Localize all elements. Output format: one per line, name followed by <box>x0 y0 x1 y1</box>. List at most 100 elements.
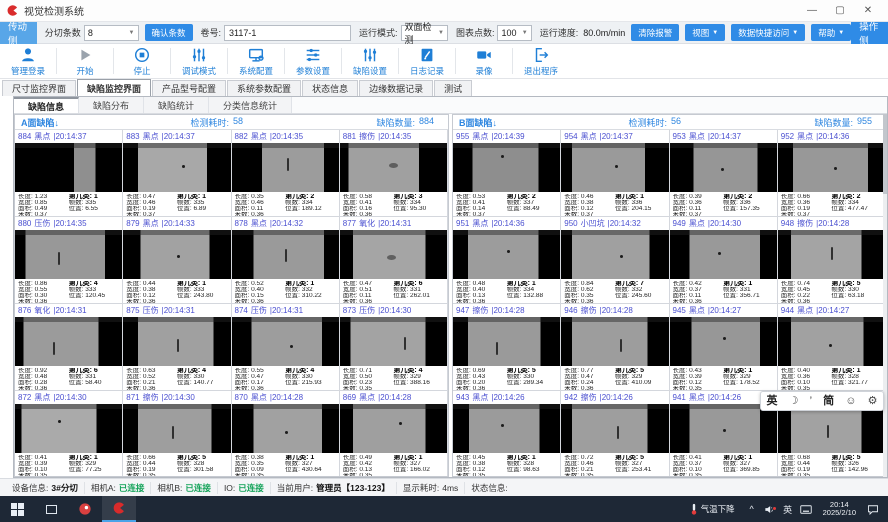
start-button[interactable] <box>0 496 34 522</box>
toolbar-button-log[interactable]: 日志记录 <box>401 44 453 78</box>
defect-cell[interactable]: 945 黑点 |20:14:27 长度: 0.43 宽度: 0.39 面积: 0.12 米数… <box>669 304 778 391</box>
subtab-1[interactable]: 缺陷分布 <box>79 97 145 113</box>
defect-thumbnail[interactable] <box>561 230 669 279</box>
volume-icon[interactable] <box>761 504 779 515</box>
view-menu-button[interactable]: 视图 ▼ <box>685 24 726 41</box>
defect-cell[interactable]: 955 黑点 |20:14:39 长度: 0.53 宽度: 0.41 面积: 0.14 米数… <box>453 130 562 217</box>
toolbar-button-play[interactable]: 开始 <box>59 44 111 78</box>
ime-mode-icon[interactable]: ☽ <box>788 394 799 407</box>
defect-cell[interactable]: 882 黑点 |20:14:35 长度: 0.35 宽度: 0.46 面积: 0.11 米数… <box>231 130 340 217</box>
defect-thumbnail[interactable] <box>339 404 447 453</box>
weather-tray-item[interactable]: 气温下降 <box>682 503 743 515</box>
defect-cell[interactable]: 950 小凹坑 |20:14:32 长度: 0.84 宽度: 0.62 面积: 0.35 米… <box>561 217 670 304</box>
defect-thumbnail[interactable] <box>777 143 885 192</box>
defect-thumbnail[interactable] <box>453 143 561 192</box>
toolbar-button-stop[interactable]: 停止 <box>116 44 168 78</box>
tab-1[interactable]: 缺陷监控界面 <box>77 79 152 96</box>
defect-thumbnail[interactable] <box>231 404 339 453</box>
taskbar-clock[interactable]: 20:14 2025/2/10 <box>815 500 864 518</box>
subtab-3[interactable]: 分类信息统计 <box>209 97 293 113</box>
defect-thumbnail[interactable] <box>15 143 123 192</box>
taskbar-app-inspection-active[interactable] <box>102 496 136 522</box>
defect-cell[interactable]: 951 黑点 |20:14:36 长度: 0.48 宽度: 0.40 面积: 0.13 米数… <box>453 217 562 304</box>
subtab-2[interactable]: 缺陷统计 <box>144 97 210 113</box>
tab-4[interactable]: 状态信息 <box>302 80 359 96</box>
ime-language-indicator[interactable]: 英 <box>783 504 793 515</box>
defect-thumbnail[interactable] <box>669 143 777 192</box>
drive-side-button[interactable]: 传动侧 <box>0 21 37 47</box>
taskbar-app-1[interactable] <box>68 496 102 522</box>
tab-6[interactable]: 测试 <box>434 80 473 96</box>
data-quick-access-button[interactable]: 数据快捷访问 ▼ <box>731 24 806 41</box>
vertical-scrollbar[interactable] <box>883 114 887 477</box>
defect-thumbnail[interactable] <box>123 143 231 192</box>
defect-thumbnail[interactable] <box>231 317 339 366</box>
defect-thumbnail[interactable] <box>453 317 561 366</box>
defect-cell[interactable]: 880 压伤 |20:14:35 长度: 0.86 宽度: 0.55 面积: 0.30 米数… <box>15 217 124 304</box>
defect-thumbnail[interactable] <box>339 143 447 192</box>
defect-thumbnail[interactable] <box>231 230 339 279</box>
defect-cell[interactable]: 876 氧化 |20:14:31 长度: 0.92 宽度: 0.48 面积: 0.28 米数… <box>15 304 124 391</box>
slit-count-select[interactable]: 8 ▼ <box>83 24 139 41</box>
tab-0[interactable]: 尺寸监控界面 <box>2 80 77 96</box>
panel-a-title[interactable]: A面缺陷↓ <box>21 116 59 129</box>
defect-thumbnail[interactable] <box>561 404 669 453</box>
defect-thumbnail[interactable] <box>123 317 231 366</box>
toolbar-button-debug-sliders[interactable]: 调试模式 <box>173 44 225 78</box>
tab-2[interactable]: 产品型号配置 <box>152 80 227 96</box>
defect-cell[interactable]: 883 黑点 |20:14:37 长度: 0.47 宽度: 0.46 面积: 0.19 米数… <box>123 130 232 217</box>
subtab-0[interactable]: 缺陷信息 <box>14 97 80 113</box>
toolbar-button-user[interactable]: 管理登录 <box>2 44 54 78</box>
run-mode-select[interactable]: 双面检测 ▼ <box>400 22 448 45</box>
toolbar-button-exit[interactable]: 退出程序 <box>515 44 567 78</box>
roll-number-input[interactable] <box>224 24 352 41</box>
defect-thumbnail[interactable] <box>15 317 123 366</box>
defect-thumbnail[interactable] <box>123 404 231 453</box>
chart-points-select[interactable]: 100 ▼ <box>497 24 532 41</box>
task-view-button[interactable] <box>34 496 68 522</box>
defect-cell[interactable]: 877 氧化 |20:14:31 长度: 0.47 宽度: 0.51 面积: 0.11 米数… <box>339 217 448 304</box>
ime-punct-toggle[interactable]: ’ <box>809 394 813 407</box>
toolbar-button-monitor[interactable]: 系统配置 <box>230 44 282 78</box>
defect-thumbnail[interactable] <box>123 230 231 279</box>
defect-thumbnail[interactable] <box>561 143 669 192</box>
defect-thumbnail[interactable] <box>453 404 561 453</box>
ime-emoji-icon[interactable]: ☺ <box>845 394 857 407</box>
toolbar-button-defect-sliders[interactable]: 缺陷设置 <box>344 44 396 78</box>
ime-simplified-toggle[interactable]: 简 <box>823 394 835 407</box>
defect-cell[interactable]: 948 擦伤 |20:14:28 长度: 0.74 宽度: 0.45 面积: 0.22 米数… <box>777 217 886 304</box>
defect-thumbnail[interactable] <box>669 404 777 453</box>
operate-side-button[interactable]: 操作侧 <box>851 21 888 47</box>
defect-thumbnail[interactable] <box>777 317 885 366</box>
defect-thumbnail[interactable] <box>339 230 447 279</box>
ime-settings-gear-icon[interactable]: ⚙ <box>867 394 878 407</box>
defect-cell[interactable]: 875 压伤 |20:14:31 长度: 0.63 宽度: 0.52 面积: 0.21 米数… <box>123 304 232 391</box>
confirm-count-button[interactable]: 确认条数 <box>144 24 193 41</box>
defect-thumbnail[interactable] <box>669 317 777 366</box>
ime-lang-toggle[interactable]: 英 <box>766 394 778 407</box>
defect-cell[interactable]: 949 黑点 |20:14:30 长度: 0.42 宽度: 0.37 面积: 0.11 米数… <box>669 217 778 304</box>
defect-cell[interactable]: 953 黑点 |20:14:37 长度: 0.39 宽度: 0.36 面积: 0.11 米数… <box>669 130 778 217</box>
tab-3[interactable]: 系统参数配置 <box>227 80 302 96</box>
hidden-icons-chevron[interactable]: ^ <box>749 504 754 514</box>
defect-thumbnail[interactable] <box>15 404 123 453</box>
defect-cell[interactable]: 884 黑点 |20:14:37 长度: 1.23 宽度: 0.85 面积: 0.49 米数… <box>15 130 124 217</box>
action-center-icon[interactable] <box>864 504 882 515</box>
help-menu-button[interactable]: 帮助 ▼ <box>811 24 852 41</box>
toolbar-button-camera[interactable]: 录像 <box>458 44 510 78</box>
defect-thumbnail[interactable] <box>15 230 123 279</box>
defect-thumbnail[interactable] <box>453 230 561 279</box>
defect-cell[interactable]: 874 压伤 |20:14:31 长度: 0.55 宽度: 0.47 面积: 0.17 米数… <box>231 304 340 391</box>
defect-cell[interactable]: 946 擦伤 |20:14:28 长度: 0.77 宽度: 0.47 面积: 0.24 米数… <box>561 304 670 391</box>
defect-cell[interactable]: 873 压伤 |20:14:30 长度: 0.71 宽度: 0.50 面积: 0.23 米数… <box>339 304 448 391</box>
panel-b-title[interactable]: B面缺陷↓ <box>459 116 497 129</box>
minimize-button[interactable]: — <box>807 5 817 16</box>
tab-5[interactable]: 边缘数据记录 <box>359 80 434 96</box>
keyboard-icon[interactable] <box>797 504 815 514</box>
defect-thumbnail[interactable] <box>561 317 669 366</box>
